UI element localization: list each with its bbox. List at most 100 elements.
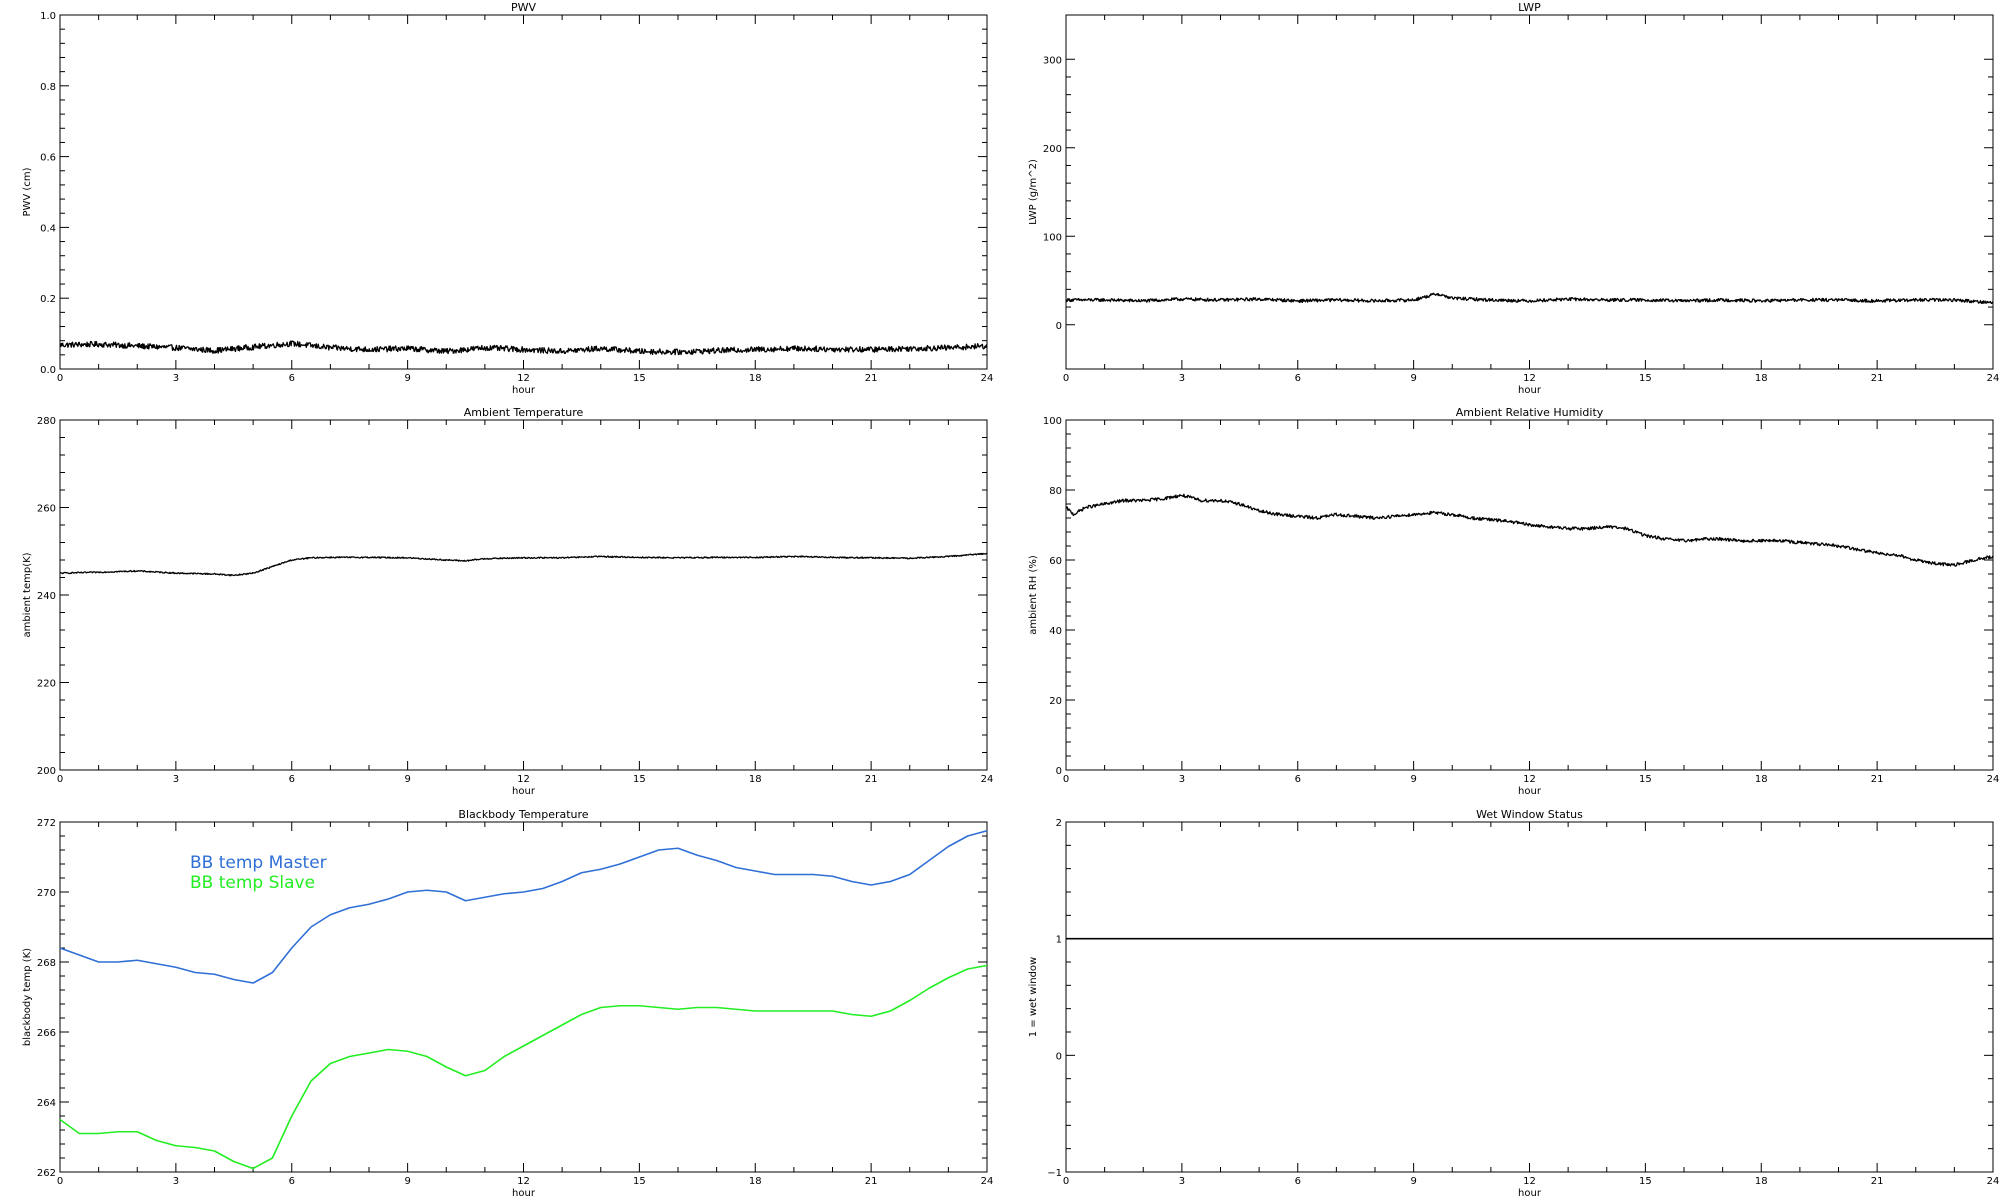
y-tick-label: 0.0: [40, 365, 56, 376]
y-tick-label: 2: [1056, 818, 1062, 829]
y-tick-label: 0: [1056, 766, 1062, 777]
x-tick-label: 24: [1987, 1176, 2000, 1187]
x-tick-label: 6: [289, 774, 295, 785]
series-line: [59, 340, 988, 356]
x-tick-label: 6: [289, 373, 295, 384]
y-tick-label: 0: [1056, 1051, 1062, 1062]
x-axis-label-ambient-temp: hour: [512, 786, 536, 797]
x-tick-label: 6: [289, 1176, 295, 1187]
panel-title-ambient-temp: Ambient Temperature: [464, 406, 584, 419]
panel-lwp: LWP hour LWP (g/m^2) 0 3 6 9 12 15 18 21 24 0 100 2…: [1028, 1, 1999, 396]
x-axis-label-ambient-rh: hour: [1518, 786, 1542, 797]
x-tick-label: 0: [1063, 1176, 1069, 1187]
x-tick-label: 15: [633, 774, 646, 785]
x-tick-label: 15: [1639, 373, 1652, 384]
y-tick-label: −1: [1047, 1168, 1062, 1179]
x-tick-label: 15: [633, 1176, 646, 1187]
y-tick-label: 270: [37, 888, 56, 899]
x-tick-label: 3: [173, 774, 179, 785]
series-line: [1065, 292, 1994, 305]
x-axis-label-blackbody-temp: hour: [512, 1188, 536, 1199]
legend-entry-slave: BB temp Slave: [190, 873, 315, 893]
y-tick-label: 0.8: [40, 82, 56, 93]
x-tick-label: 12: [1523, 373, 1536, 384]
legend-entry-master: BB temp Master: [190, 853, 327, 873]
plot-frame: [59, 14, 988, 370]
y-tick-label: 262: [37, 1168, 56, 1179]
x-axis-label-pwv: hour: [512, 385, 536, 396]
x-tick-label: 0: [57, 373, 63, 384]
y-tick-label: 100: [1043, 416, 1062, 427]
panel-ambient-rh: Ambient Relative Humidity hour ambient R…: [1028, 406, 1999, 797]
series-line: [59, 964, 988, 1170]
y-tick-label: 100: [1043, 232, 1062, 243]
plot-frame: [1065, 821, 1994, 1173]
y-tick-label: 0.6: [40, 153, 56, 164]
series-line: [1065, 493, 1994, 567]
x-tick-label: 3: [1179, 774, 1185, 785]
x-tick-label: 24: [1987, 373, 2000, 384]
x-tick-label: 12: [1523, 1176, 1536, 1187]
x-tick-label: 21: [1871, 774, 1884, 785]
x-tick-label: 9: [1410, 1176, 1416, 1187]
x-axis-label-lwp: hour: [1518, 385, 1542, 396]
y-tick-label: 300: [1043, 55, 1062, 66]
panel-ambient-temp: Ambient Temperature hour ambient temp(K)…: [22, 406, 993, 797]
y-axis-label-ambient-temp: ambient temp(K): [22, 552, 33, 637]
panel-title-lwp: LWP: [1518, 1, 1541, 14]
x-tick-label: 6: [1295, 774, 1301, 785]
y-tick-label: 266: [37, 1028, 56, 1039]
y-tick-label: 200: [1043, 144, 1062, 155]
panel-title-wet-window: Wet Window Status: [1476, 808, 1583, 821]
x-tick-label: 24: [1987, 774, 2000, 785]
x-tick-label: 0: [1063, 774, 1069, 785]
y-tick-label: 0.4: [40, 223, 56, 234]
series-line: [59, 829, 988, 984]
panel-title-pwv: PWV: [511, 1, 537, 14]
y-axis-label-ambient-rh: ambient RH (%): [1028, 555, 1039, 635]
y-tick-label: 1.0: [40, 11, 56, 22]
x-tick-label: 24: [981, 774, 994, 785]
y-tick-label: 60: [1049, 556, 1062, 567]
y-tick-label: 272: [37, 818, 56, 829]
plot-frame: [59, 419, 988, 771]
y-tick-label: 260: [37, 504, 56, 515]
y-tick-label: 220: [37, 679, 56, 690]
y-tick-label: 264: [37, 1098, 56, 1109]
x-tick-label: 24: [981, 1176, 994, 1187]
y-axis-label-pwv: PWV (cm): [22, 167, 33, 216]
x-tick-label: 12: [1523, 774, 1536, 785]
panel-title-blackbody-temp: Blackbody Temperature: [458, 808, 588, 821]
x-tick-label: 9: [1410, 373, 1416, 384]
x-tick-label: 0: [57, 1176, 63, 1187]
x-tick-label: 15: [1639, 1176, 1652, 1187]
x-tick-label: 6: [1295, 373, 1301, 384]
x-tick-label: 15: [1639, 774, 1652, 785]
x-tick-label: 12: [517, 1176, 530, 1187]
x-tick-label: 18: [749, 774, 762, 785]
y-axis-label-blackbody-temp: blackbody temp (K): [22, 948, 33, 1046]
y-axis-label-lwp: LWP (g/m^2): [1028, 159, 1039, 225]
y-tick-label: 0.2: [40, 294, 56, 305]
x-tick-label: 15: [633, 373, 646, 384]
y-tick-label: 240: [37, 591, 56, 602]
x-tick-label: 18: [749, 1176, 762, 1187]
y-tick-label: 20: [1049, 696, 1062, 707]
x-tick-label: 21: [865, 774, 878, 785]
x-tick-label: 3: [173, 373, 179, 384]
panel-blackbody-temp: Blackbody Temperature hour blackbody tem…: [22, 808, 993, 1199]
plot-frame: [1065, 14, 1994, 370]
y-tick-label: 80: [1049, 486, 1062, 497]
x-axis-label-wet-window: hour: [1518, 1188, 1542, 1199]
x-tick-label: 21: [1871, 1176, 1884, 1187]
y-tick-label: 280: [37, 416, 56, 427]
x-tick-label: 12: [517, 774, 530, 785]
panel-wet-window: Wet Window Status hour 1 = wet window 0 3…: [1028, 808, 1999, 1199]
y-tick-label: 268: [37, 958, 56, 969]
y-tick-label: 1: [1056, 935, 1062, 946]
y-tick-label: 200: [37, 766, 56, 777]
x-tick-label: 9: [404, 373, 410, 384]
x-tick-label: 0: [1063, 373, 1069, 384]
x-tick-label: 3: [173, 1176, 179, 1187]
